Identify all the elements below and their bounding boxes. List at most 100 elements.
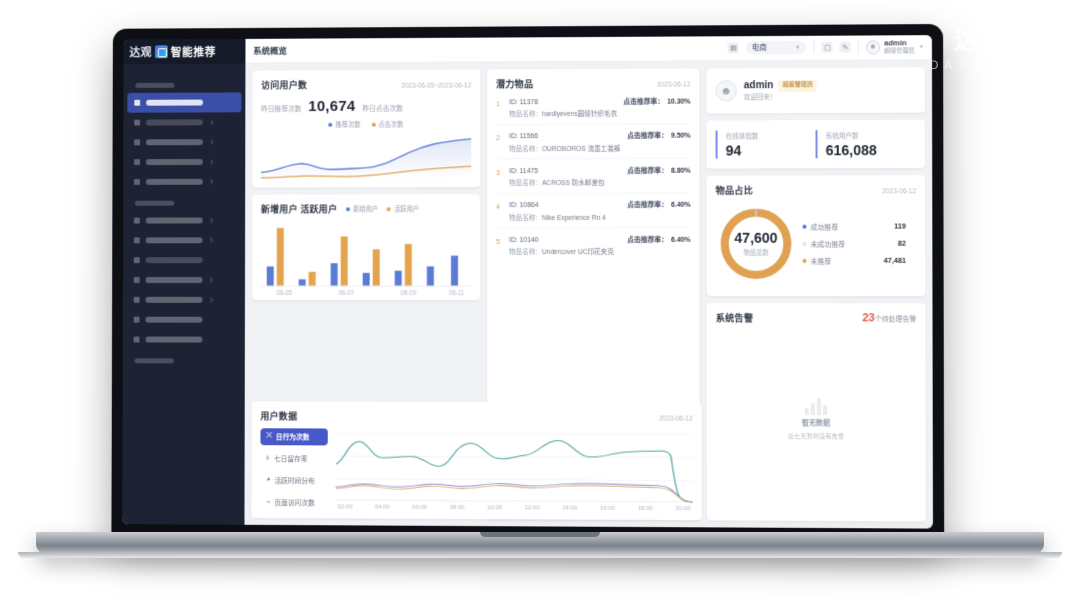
item-rank: 3: [496, 169, 500, 177]
chevron-right-icon: [207, 277, 214, 283]
stat-system-users: 系统用户数 616,088: [815, 129, 916, 159]
sidebar-item[interactable]: [127, 230, 241, 250]
user-name: admin: [884, 38, 907, 48]
legend-value: 82: [897, 238, 906, 248]
visits-card: 访问用户数 2023-06-05~2023-06-12 昨日推荐次数 10,67…: [252, 69, 481, 188]
laptop-lid: 达观 智能推荐: [111, 24, 945, 540]
sidebar-item[interactable]: [127, 210, 241, 230]
tab-label: 七日留存率: [273, 456, 308, 464]
item-name-label: 物品名称：: [509, 180, 542, 188]
alarm-empty-state: 暂无数据 近七天暂时没有告警: [716, 324, 917, 513]
series-line-1: [336, 440, 693, 502]
sidebar-item-label: [145, 217, 203, 224]
sidebar-group-label: [135, 82, 175, 88]
sidebar-item[interactable]: [127, 132, 241, 152]
legend-label: 新增用户: [353, 206, 379, 214]
item-id: ID: 10864: [509, 202, 539, 210]
sidebar-item-icon: [133, 217, 140, 224]
user-avatar-icon: ☻: [715, 80, 737, 102]
document-icon[interactable]: ▢: [821, 42, 833, 54]
tab-seven-day-retention[interactable]: ⊧ 七日留存率: [260, 450, 327, 467]
tab-label: 日行为次数: [275, 434, 310, 442]
alarm-count-suffix: 个待处理告警: [874, 316, 917, 324]
items-card-title: 潜力物品: [496, 79, 534, 90]
list-item[interactable]: 3 ID: 11475 点击推荐率： 8.80% 物品名称：: [496, 158, 691, 194]
donut-card-date: 2023-06-12: [882, 188, 916, 196]
legend-item[interactable]: 点击次数: [371, 120, 403, 129]
item-body: ID: 11566 点击推荐率： 9.50% 物品名称：OUROBOROS 流墨…: [509, 130, 690, 153]
layout-grid-icon[interactable]: ▤: [727, 42, 739, 54]
legend-item[interactable]: 未推荐 47,481: [802, 255, 917, 265]
userdata-card-wrap: 用户数据 2023-06-12 ⤬ 日行为次数: [251, 401, 702, 521]
sidebar-group-label: [134, 358, 174, 364]
legend-item[interactable]: 推荐次数: [328, 120, 361, 129]
funnel-icon: ⊧: [266, 455, 270, 463]
sidebar-item-active[interactable]: [127, 92, 242, 113]
legend-item[interactable]: 未成功推荐 82: [802, 238, 916, 248]
legend-label: 推荐次数: [335, 121, 361, 129]
kpi1-label: 昨日推荐次数: [261, 106, 302, 114]
item-ctr-label: 点击推荐率：: [627, 132, 669, 140]
legend-item[interactable]: 成功推荐 119: [802, 221, 916, 231]
sidebar-item[interactable]: [127, 250, 241, 270]
legend-item[interactable]: 新增用户: [346, 204, 378, 213]
sidebar-item-label: [145, 119, 203, 126]
item-rank: 4: [496, 204, 500, 212]
userdata-body: ⤬ 日行为次数 ⊧ 七日留存率 ◕ 活跃时间分布: [260, 428, 692, 512]
donut-center: 47,600 物品总数: [716, 203, 797, 283]
axis-tick: 12:00: [524, 505, 540, 512]
sidebar-item-label: [145, 316, 203, 323]
legend-label: 未成功推荐: [810, 241, 846, 249]
user-menu[interactable]: ☻ admin 超级管理员 ▼: [865, 38, 924, 55]
donut-card-head: 物品占比 2023-06-12: [716, 183, 916, 196]
sidebar: 达观 智能推荐: [122, 38, 246, 525]
sidebar-item-label: [145, 257, 203, 264]
user-meta: admin 超级管理员: [884, 38, 914, 55]
sidebar-item[interactable]: [127, 330, 241, 350]
item-name-label: 物品名称：: [509, 214, 542, 222]
svg-text:06-11: 06-11: [449, 290, 464, 297]
legend-value: 119: [894, 221, 906, 231]
list-item[interactable]: 4 ID: 10864 点击推荐率： 6.40% 物品名称：: [496, 193, 691, 229]
sidebar-item[interactable]: [127, 310, 241, 330]
item-ratio-card: 物品占比 2023-06-12: [706, 175, 926, 297]
sidebar-item-label: [145, 158, 203, 166]
sidebar-item[interactable]: [127, 152, 241, 172]
laptop-base-foot: [18, 552, 1062, 558]
axis-tick: 20:00: [675, 506, 691, 513]
sidebar-item[interactable]: [127, 172, 241, 192]
tab-active-time-distribution[interactable]: ◕ 活跃时间分布: [260, 472, 327, 489]
stats-card: 在线体验数 94 系统用户数 616,088: [706, 119, 926, 169]
item-name-label: 物品名称：: [509, 248, 542, 257]
sidebar-item[interactable]: [127, 112, 241, 132]
column-right: ☻ admin 超级管理员 欢迎回来！: [706, 67, 926, 522]
item-body: ID: 11475 点击推荐率： 8.80% 物品名称：ACROSS 防水邮差包: [509, 164, 690, 187]
tab-page-visits[interactable]: ⌁ 页面访问次数: [260, 493, 327, 510]
visits-card-head: 访问用户数 2023-06-05~2023-06-12: [261, 78, 471, 92]
user-data-card: 用户数据 2023-06-12 ⤬ 日行为次数: [251, 401, 702, 521]
list-item[interactable]: 1 ID: 11378 点击推荐率： 10.30% 物品名称: [496, 89, 691, 125]
legend-dot-icon: [371, 122, 376, 127]
list-item[interactable]: 5 ID: 10140 点击推荐率： 6.40% 物品名称：: [496, 228, 690, 262]
legend-item[interactable]: 活跃用户: [387, 204, 419, 213]
item-ctr-label: 点击推荐率：: [627, 236, 669, 244]
domain-select[interactable]: 电商 ▼: [745, 41, 807, 55]
visits-card-title: 访问用户数: [261, 80, 308, 91]
pencil-icon[interactable]: ✎: [839, 42, 851, 54]
donut-total-label: 物品总数: [743, 249, 769, 257]
item-name-label: 物品名称：: [509, 111, 543, 119]
brand-name: 达观: [129, 46, 153, 59]
axis-tick: 10:00: [487, 505, 503, 512]
sidebar-item-icon: [133, 336, 140, 343]
sidebar-item[interactable]: [127, 290, 241, 310]
chevron-down-icon: ▼: [918, 44, 924, 51]
svg-text:06-05: 06-05: [277, 290, 293, 297]
column-left: 访问用户数 2023-06-05~2023-06-12 昨日推荐次数 10,67…: [251, 69, 481, 519]
list-item[interactable]: 2 ID: 11566 点击推荐率： 9.50% 物品名称：: [496, 124, 691, 160]
tab-label: 活跃时间分布: [274, 477, 315, 486]
brand-logo[interactable]: 达观 智能推荐: [123, 38, 246, 65]
sidebar-item[interactable]: [127, 270, 241, 290]
tab-daily-behavior[interactable]: ⤬ 日行为次数: [260, 428, 328, 446]
app-window: 达观 智能推荐: [122, 35, 933, 529]
